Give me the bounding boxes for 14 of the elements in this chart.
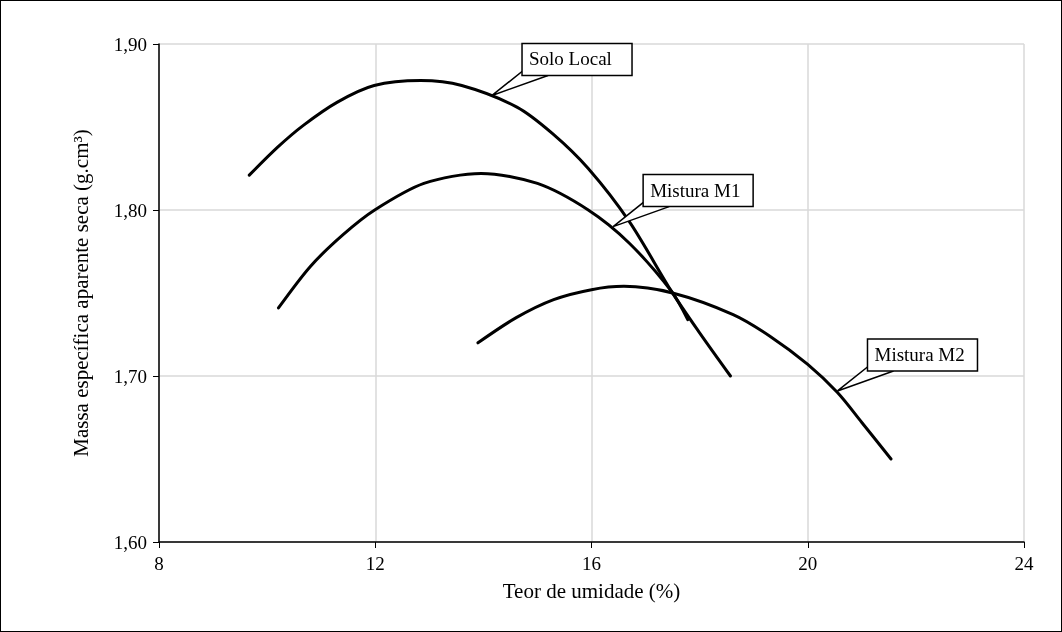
x-tick-label: 12 — [365, 553, 385, 574]
annotation: Mistura M1 — [650, 179, 741, 201]
y-tick-label: 1,60 — [113, 531, 147, 553]
x-tick-label: 24 — [1014, 553, 1034, 574]
y-axis-title: Massa específica aparente seca (g.cm³) — [68, 129, 93, 457]
annotation: Mistura M2 — [874, 343, 965, 365]
y-tick-label: 1,80 — [113, 199, 147, 221]
y-tick-label: 1,70 — [113, 365, 147, 387]
x-tick-label: 16 — [582, 553, 601, 574]
y-tick-label: 1,90 — [113, 33, 147, 55]
x-tick-label: 20 — [798, 553, 818, 574]
x-axis-title: Teor de umidade (%) — [502, 578, 681, 603]
x-tick-label: 8 — [154, 553, 164, 574]
annotation: Solo Local — [529, 48, 612, 70]
